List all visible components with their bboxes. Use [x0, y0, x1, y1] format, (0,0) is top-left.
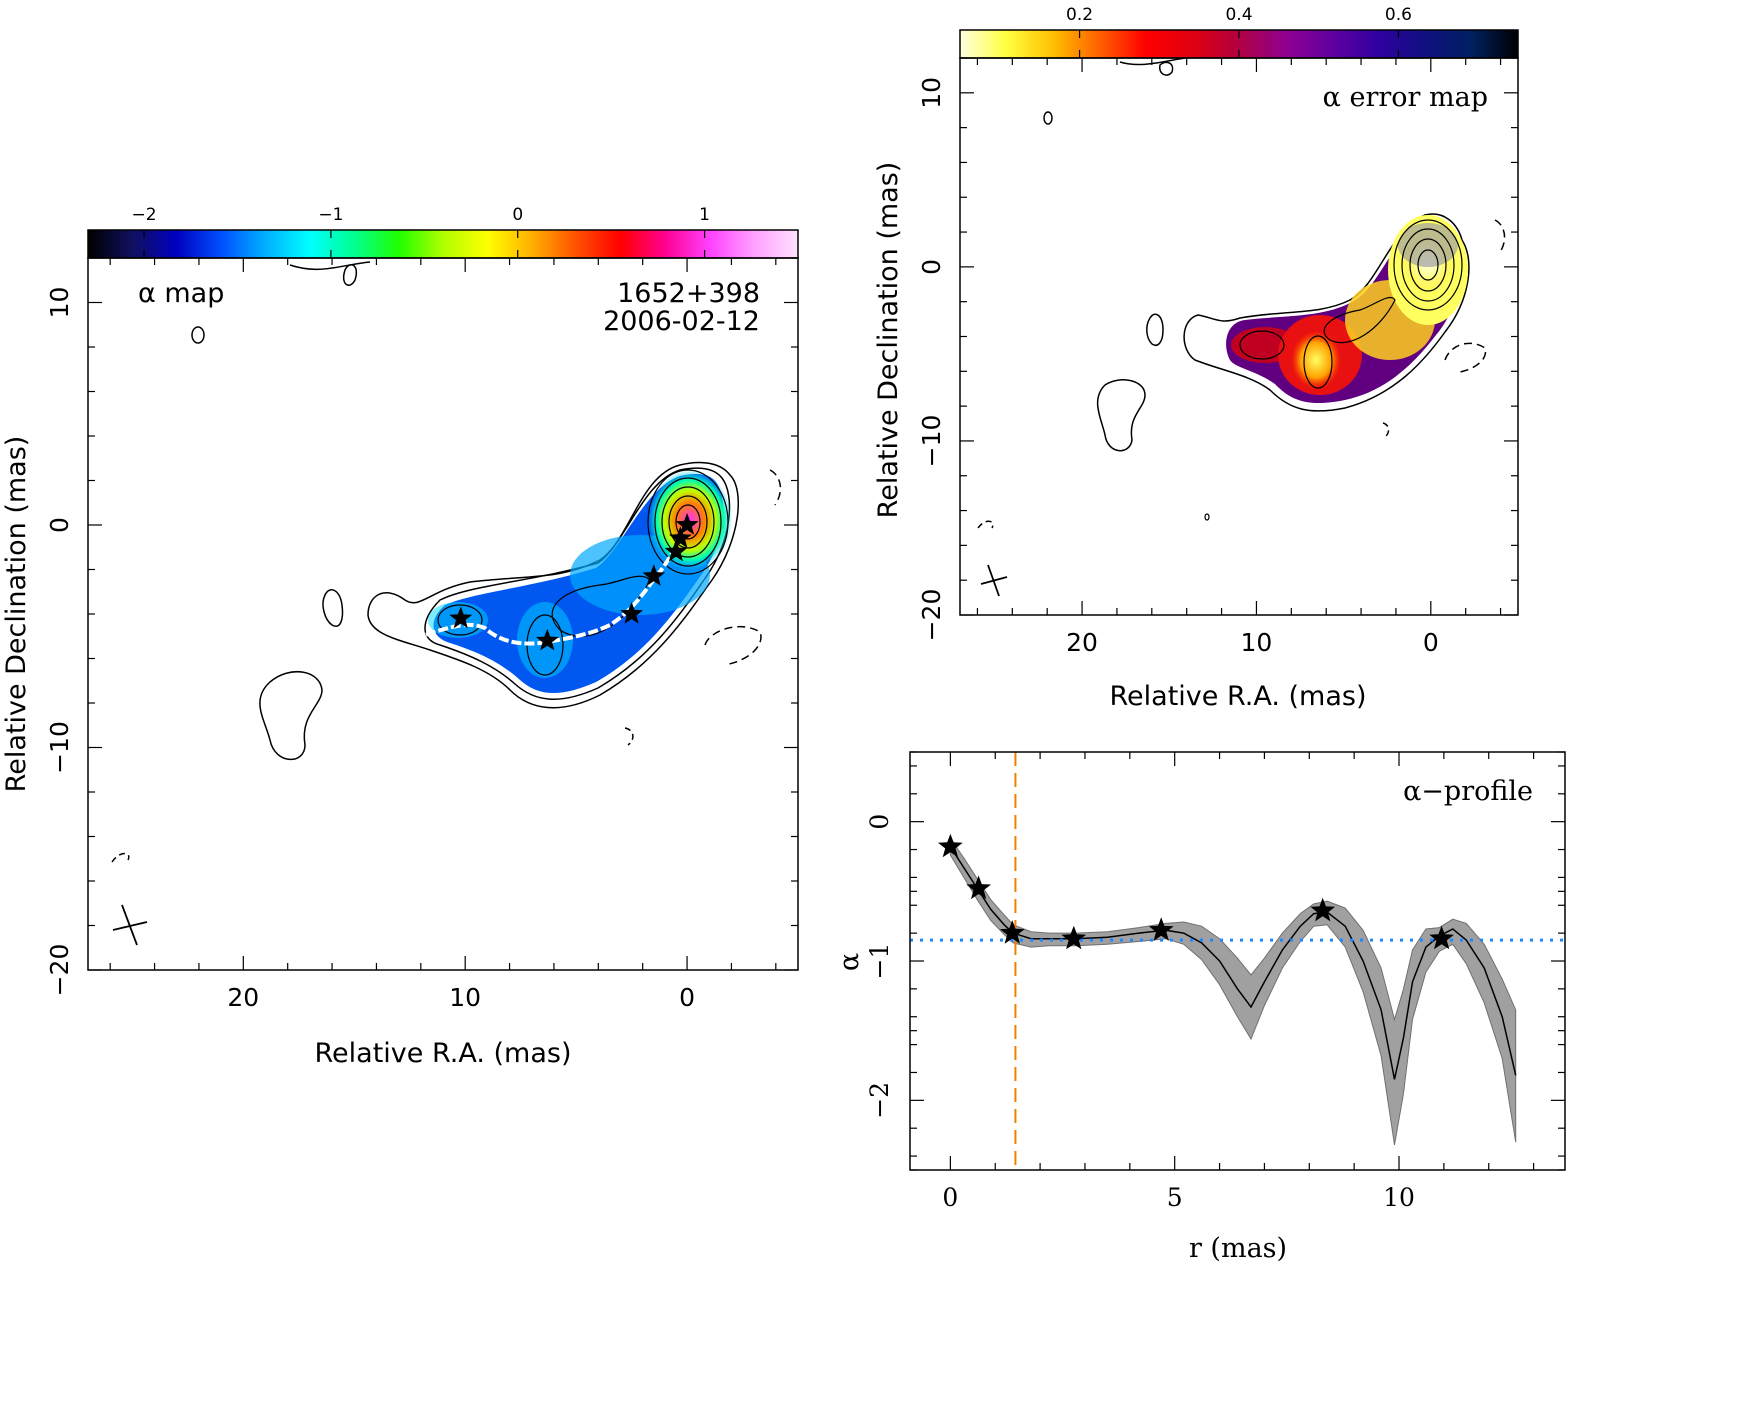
y-tick-label: 0: [917, 259, 946, 275]
profile-axes: 0 5 10 0 −1 −2: [865, 751, 1565, 1212]
star-marker: [620, 602, 643, 624]
x-tick-label: 10: [1383, 1183, 1415, 1212]
profile-star-marker: [966, 875, 991, 900]
x-tick-label: 10: [449, 983, 481, 1012]
error-colorbar-ticks: 0.2 0.4 0.6: [1066, 5, 1412, 58]
profile-line: [949, 846, 1517, 1080]
x-tick-label: 20: [227, 983, 259, 1012]
error-map-panel: 0.2 0.4 0.6: [873, 5, 1519, 712]
alpha-map-axes: 20 10 0 10 0 −10 −20: [45, 257, 798, 1012]
y-tick-label: −2: [865, 1082, 894, 1119]
negative-contour-2: [769, 469, 782, 506]
negative-contour-4: [111, 852, 130, 863]
y-tick-label: −20: [45, 944, 74, 997]
negative-contour-3: [624, 727, 634, 746]
error-map-label: α error map: [1323, 82, 1488, 113]
y-tick-label: 0: [865, 814, 894, 830]
y-tick-label: 10: [917, 77, 946, 109]
err-negative-contour: [1444, 342, 1487, 373]
colorbar-tick-label: 0.6: [1385, 5, 1412, 25]
star-marker: [675, 513, 699, 535]
profile-xlabel: r (mas): [1189, 1233, 1287, 1264]
x-tick-label: 10: [1241, 628, 1273, 657]
colorbar-tick-label: 0.2: [1066, 5, 1093, 25]
profile-star-marker: [1061, 925, 1087, 950]
star-marker: [449, 606, 473, 629]
alpha-map-panel: −2 −1 0 1: [1, 205, 799, 1069]
colorbar-tick-label: 1: [699, 205, 710, 225]
err-small-contour: [1146, 313, 1164, 346]
profile-star-marker: [1310, 897, 1336, 922]
profile-star-marker: [999, 920, 1025, 944]
small-contour: [322, 589, 344, 627]
error-map-ylabel: Relative Declination (mas): [873, 162, 904, 519]
err-edge-contour: [1119, 58, 1186, 66]
error-map-image: [977, 58, 1506, 597]
profile-star-marker: [938, 833, 963, 858]
alpha-map-stars: [449, 513, 699, 651]
alpha-colorbar: [87, 229, 799, 259]
small-contour-3: [343, 264, 357, 286]
y-tick-label: −1: [865, 943, 894, 980]
x-tick-label: 20: [1066, 628, 1098, 657]
err-negative-contour-4: [977, 520, 994, 529]
err-small-contour-3: [1159, 61, 1174, 76]
y-tick-label: −10: [45, 721, 74, 774]
error-map-axes: 20 10 0 10 0 −10 −20: [917, 57, 1518, 657]
alpha-map-label: α map: [138, 278, 224, 309]
alpha-map-ylabel: Relative Declination (mas): [1, 436, 32, 793]
negative-contour: [704, 625, 762, 666]
profile-label: α−profile: [1403, 776, 1533, 807]
y-tick-label: 0: [45, 517, 74, 533]
colorbar-tick-label: −1: [318, 205, 343, 225]
x-tick-label: 0: [1423, 628, 1439, 657]
ridge-line: [424, 521, 688, 646]
profile-star-marker: [1148, 917, 1174, 941]
err-small-contour-2: [1043, 111, 1053, 125]
star-marker: [669, 526, 692, 549]
y-tick-label: −10: [917, 415, 946, 468]
edge-contour: [289, 261, 371, 271]
blob-contour: [259, 671, 323, 761]
x-tick-label: 0: [679, 983, 695, 1012]
y-tick-label: 10: [45, 287, 74, 319]
alpha-colorbar-ticks: −2 −1 0 1: [132, 205, 710, 258]
err-tiny-contour: [1204, 513, 1210, 521]
profile-panel: 0 5 10 0 −1 −2 α−profile r (mas) α: [834, 751, 1566, 1264]
colorbar-tick-label: 0.4: [1225, 5, 1252, 25]
beam-icon: [112, 904, 148, 946]
profile-stars: [938, 833, 1454, 950]
observation-date: 2006-02-12: [603, 306, 760, 337]
err-blob-contour: [1096, 379, 1146, 452]
y-tick-label: −20: [917, 589, 946, 642]
star-marker: [535, 628, 559, 651]
source-name: 1652+398: [617, 278, 760, 309]
err-inner-contours: [1239, 219, 1463, 389]
err-negative-contour-3: [1382, 422, 1390, 438]
colorbar-tick-label: 0: [512, 205, 523, 225]
err-beam-icon: [980, 564, 1008, 597]
alpha-map-xlabel: Relative R.A. (mas): [315, 1038, 572, 1069]
star-marker: [664, 539, 688, 562]
profile-ylabel: α: [834, 953, 865, 971]
x-tick-label: 0: [942, 1183, 958, 1212]
x-tick-label: 5: [1167, 1183, 1183, 1212]
profile-error-band: [949, 836, 1517, 1145]
error-map-xlabel: Relative R.A. (mas): [1110, 681, 1367, 712]
small-contour-2: [191, 326, 205, 344]
alpha-map-image: [111, 261, 782, 946]
colorbar-tick-label: −2: [132, 205, 157, 225]
err-outer-contour: [1183, 213, 1470, 412]
profile-star-marker: [1429, 925, 1454, 950]
err-negative-contour-2: [1494, 219, 1506, 253]
star-marker: [642, 564, 666, 586]
